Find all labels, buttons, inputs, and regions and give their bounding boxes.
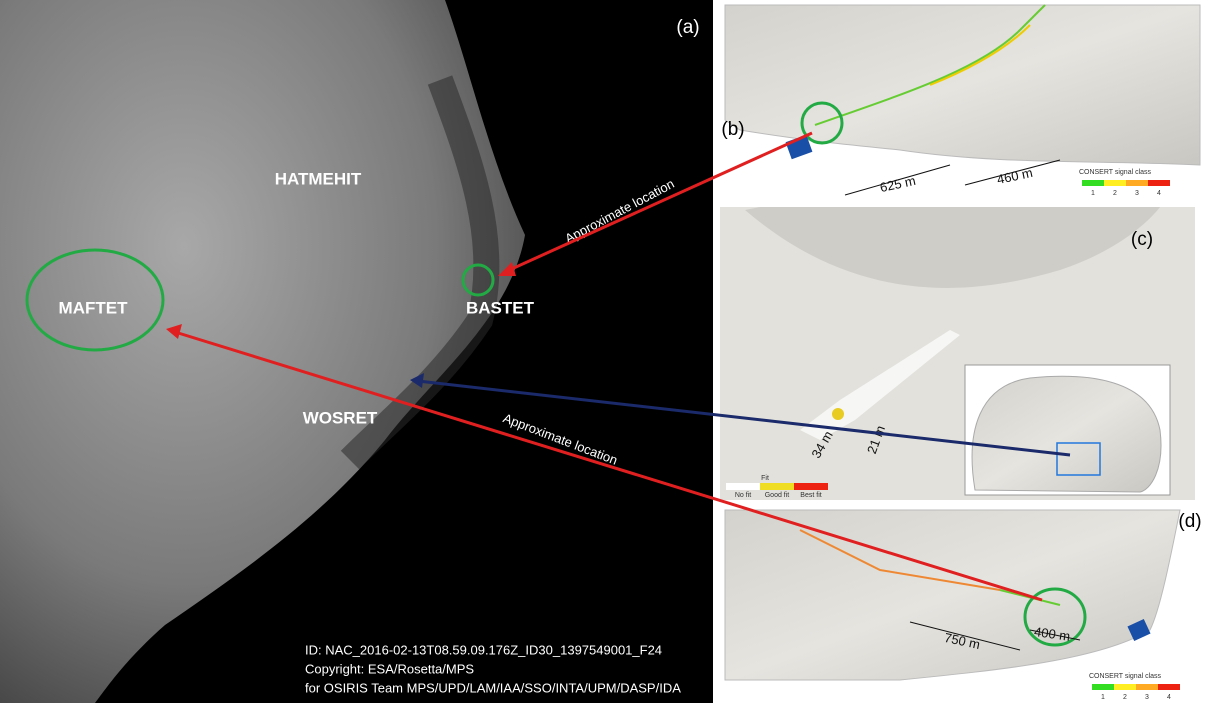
panel-label: (a) xyxy=(676,17,699,38)
credit-line: Copyright: ESA/Rosetta/MPS xyxy=(305,661,474,676)
arrow-head xyxy=(166,324,182,339)
signal-track xyxy=(814,4,1046,126)
legend-swatch xyxy=(1136,684,1158,690)
signal-track xyxy=(929,24,1031,86)
region-label: BASTET xyxy=(466,298,535,317)
panel-label: (c) xyxy=(1131,229,1153,250)
dimension-line xyxy=(964,159,1061,186)
legend-swatch xyxy=(1158,684,1180,690)
legend-label: 1 xyxy=(1091,190,1095,197)
arrow-line xyxy=(417,379,1071,457)
terrain-overhang xyxy=(745,207,1160,288)
arrow-line xyxy=(504,131,813,274)
legend-swatch xyxy=(760,483,794,490)
legend-swatch xyxy=(1126,180,1148,186)
panel-d: (d) 750 m 400 m CONSERT signal class 1 2… xyxy=(720,508,1202,703)
panel-a: (a) HATMEHIT MAFTET BASTET WOSRET Approx… xyxy=(0,0,713,703)
dimension-line xyxy=(909,621,1021,651)
legend-label: 1 xyxy=(1101,694,1105,701)
comet-surface xyxy=(0,0,525,703)
legend-label: 3 xyxy=(1145,694,1149,701)
panel-label: (d) xyxy=(1178,511,1201,532)
region-label: MAFTET xyxy=(59,298,129,317)
legend-swatch xyxy=(1104,180,1126,186)
distance-label: 400 m xyxy=(1033,624,1071,644)
dimension-line xyxy=(844,164,951,196)
arrow-head xyxy=(498,262,516,276)
distance-label: 460 m xyxy=(996,165,1034,187)
legend-swatch xyxy=(1092,684,1114,690)
lander-icon xyxy=(1127,618,1151,642)
legend-swatch xyxy=(1114,684,1136,690)
arrow-head xyxy=(410,373,424,388)
legend-label: Good fit xyxy=(765,492,790,499)
region-label: HATMEHIT xyxy=(275,169,362,188)
inset-comet xyxy=(971,375,1162,493)
panel-b: (b) 625 m 460 m CONSERT signal class 1 2… xyxy=(720,0,1201,200)
legend-label: 2 xyxy=(1123,694,1127,701)
legend-label: 2 xyxy=(1113,190,1117,197)
credit-line: ID: NAC_2016-02-13T08.59.09.176Z_ID30_13… xyxy=(305,642,662,657)
legend-label: 4 xyxy=(1157,190,1161,197)
legend-swatch xyxy=(726,483,760,490)
legend-swatch xyxy=(1148,180,1170,186)
site-circle xyxy=(25,248,165,352)
site-circle xyxy=(461,263,495,297)
legend-label: Best fit xyxy=(800,492,821,499)
legend-label: 4 xyxy=(1167,694,1171,701)
legend-swatch xyxy=(794,483,828,490)
legend-title: Fit xyxy=(761,475,769,482)
dimension-line xyxy=(1029,629,1081,641)
legend-title: CONSERT signal class xyxy=(1089,673,1162,680)
legend-label: 3 xyxy=(1135,190,1139,197)
connectors xyxy=(166,131,1071,602)
distance-label: 750 m xyxy=(943,630,981,652)
signal-track xyxy=(799,529,1001,591)
inset-box xyxy=(1056,442,1101,476)
region-label: WOSRET xyxy=(303,408,378,427)
legend-swatch xyxy=(1082,180,1104,186)
site-circle xyxy=(800,101,844,145)
panel-label: (b) xyxy=(721,119,744,140)
arrow-line xyxy=(174,330,1043,602)
legend-title: CONSERT signal class xyxy=(1079,169,1152,176)
credit-line: for OSIRIS Team MPS/UPD/LAM/IAA/SSO/INTA… xyxy=(305,680,681,695)
site-circle xyxy=(1023,587,1087,647)
fit-area xyxy=(832,408,844,420)
comet-model xyxy=(724,4,1201,166)
cliff-shadow xyxy=(340,75,500,470)
legend-label: No fit xyxy=(735,492,751,499)
distance-label: 625 m xyxy=(879,173,917,195)
panel-c: (c) 34 m 21 m Fit No fit Good fit Best f… xyxy=(720,207,1195,500)
